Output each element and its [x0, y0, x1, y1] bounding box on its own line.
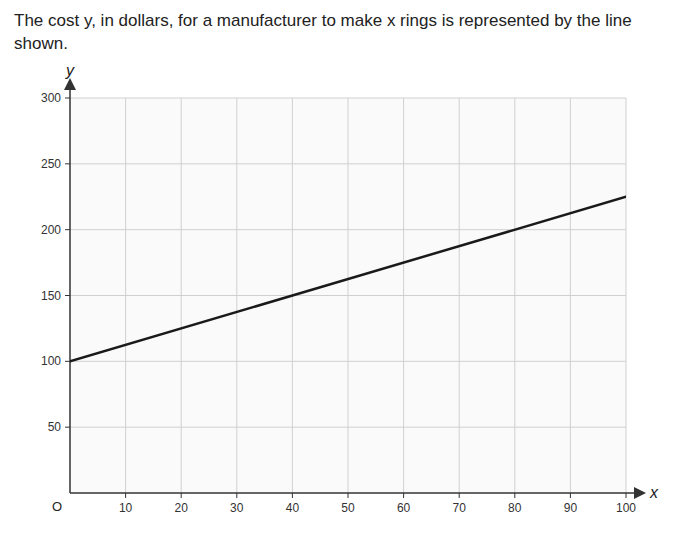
x-axis-label: x	[649, 484, 659, 501]
chart: 10 20 30 40 50 60 70 80 90 100 50 100 150 200 250 300 x y…	[0, 62, 676, 533]
tick-label-x: 80	[508, 501, 522, 515]
tick-label-y: 150	[41, 289, 61, 303]
y-axis-label: y	[65, 62, 75, 79]
tick-label-y: 250	[41, 157, 61, 171]
plot-area	[70, 98, 626, 493]
tick-label-x: 40	[286, 501, 300, 515]
tick-label-x: 60	[397, 501, 411, 515]
y-axis-line	[69, 84, 71, 493]
axes: 10 20 30 40 50 60 70 80 90 100 50 100 150 200 250 300 x y…	[41, 62, 659, 515]
tick-label-x: 10	[119, 501, 133, 515]
x-axis-line	[70, 492, 640, 494]
tick-label-x: 70	[453, 501, 467, 515]
tick-label-y: 50	[48, 420, 62, 434]
origin-label: O	[52, 499, 62, 514]
tick-label-x: 50	[341, 501, 355, 515]
tick-label-x: 20	[175, 501, 189, 515]
line	[70, 197, 626, 362]
tick-label-x: 30	[230, 501, 244, 515]
grid-line-y	[70, 98, 626, 99]
grid-line-y	[70, 229, 626, 230]
grid-line-y	[70, 361, 626, 362]
data	[70, 197, 626, 362]
grid-line-y	[70, 163, 626, 164]
tick-label-y: 300	[41, 91, 61, 105]
grid	[70, 98, 626, 493]
title: The cost y, in dollars, for a manufactur…	[0, 0, 676, 62]
tick-label-x: 100	[616, 501, 636, 515]
tick-label-x: 90	[564, 501, 578, 515]
grid-line-y	[70, 295, 626, 296]
grid-line-y	[70, 427, 626, 428]
tick-label-y: 200	[41, 223, 61, 237]
tick-label-y: 100	[41, 354, 61, 368]
